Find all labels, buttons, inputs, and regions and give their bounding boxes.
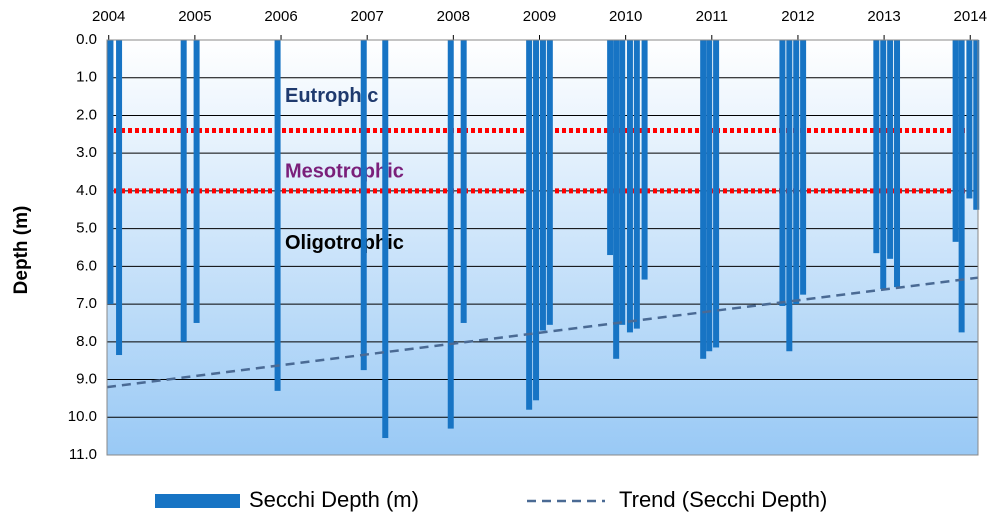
bar — [193, 40, 200, 323]
bar — [460, 40, 467, 323]
y-tick-label: 4.0 — [76, 182, 97, 199]
x-tick-label: 2012 — [781, 8, 814, 25]
x-tick-label: 2010 — [609, 8, 642, 25]
x-tick-label: 2005 — [178, 8, 211, 25]
bar — [633, 40, 640, 329]
bar — [180, 40, 187, 342]
bar — [793, 40, 800, 305]
x-tick-label: 2009 — [523, 8, 556, 25]
x-tick-label: 2007 — [350, 8, 383, 25]
bar — [641, 40, 648, 280]
bar — [382, 40, 389, 439]
y-tick-label: 5.0 — [76, 220, 97, 237]
y-tick-label: 8.0 — [76, 333, 97, 350]
bar — [533, 40, 540, 401]
y-tick-label: 2.0 — [76, 106, 97, 123]
bar — [546, 40, 553, 325]
y-tick-label: 1.0 — [76, 69, 97, 86]
plot-border — [106, 39, 979, 456]
bar — [958, 40, 965, 333]
x-tick-label: 2014 — [954, 8, 987, 25]
bar — [619, 40, 626, 325]
x-tick-label: 2006 — [264, 8, 297, 25]
x-tick-label: 2004 — [92, 8, 125, 25]
legend-swatch — [155, 494, 240, 508]
bar — [539, 40, 546, 331]
bar — [873, 40, 880, 254]
bar — [706, 40, 713, 352]
y-axis-label: Depth (m) — [11, 206, 32, 295]
bar — [779, 40, 786, 306]
y-tick-label: 7.0 — [76, 295, 97, 312]
x-tick-label: 2008 — [437, 8, 470, 25]
bar — [626, 40, 633, 333]
bar — [607, 40, 614, 256]
legend-label: Trend (Secchi Depth) — [619, 487, 827, 512]
bar — [274, 40, 281, 391]
y-tick-label: 6.0 — [76, 257, 97, 274]
bar — [447, 40, 454, 429]
bar — [800, 40, 807, 295]
y-tick-label: 3.0 — [76, 144, 97, 161]
zone-label: Oligotrophic — [285, 232, 404, 254]
bar — [952, 40, 959, 242]
y-tick-label: 0.0 — [76, 31, 97, 48]
zone-label: Eutrophic — [285, 85, 378, 107]
y-tick-label: 11.0 — [69, 446, 97, 463]
bar — [360, 40, 367, 371]
bar — [713, 40, 720, 348]
bar — [880, 40, 887, 289]
bar — [700, 40, 707, 359]
x-tick-label: 2013 — [867, 8, 900, 25]
bar — [786, 40, 793, 352]
y-tick-label: 10.0 — [68, 408, 97, 425]
bar — [973, 40, 980, 210]
y-tick-label: 9.0 — [76, 371, 97, 388]
legend-label: Secchi Depth (m) — [249, 487, 419, 512]
bar — [613, 40, 620, 359]
bar — [966, 40, 973, 199]
bar — [107, 40, 114, 305]
zone-label: Mesotrophic — [285, 160, 404, 182]
bar — [116, 40, 123, 356]
bar — [887, 40, 894, 259]
trend-line — [106, 276, 979, 389]
x-tick-label: 2011 — [696, 8, 728, 25]
bar — [526, 40, 533, 410]
bar — [894, 40, 901, 288]
